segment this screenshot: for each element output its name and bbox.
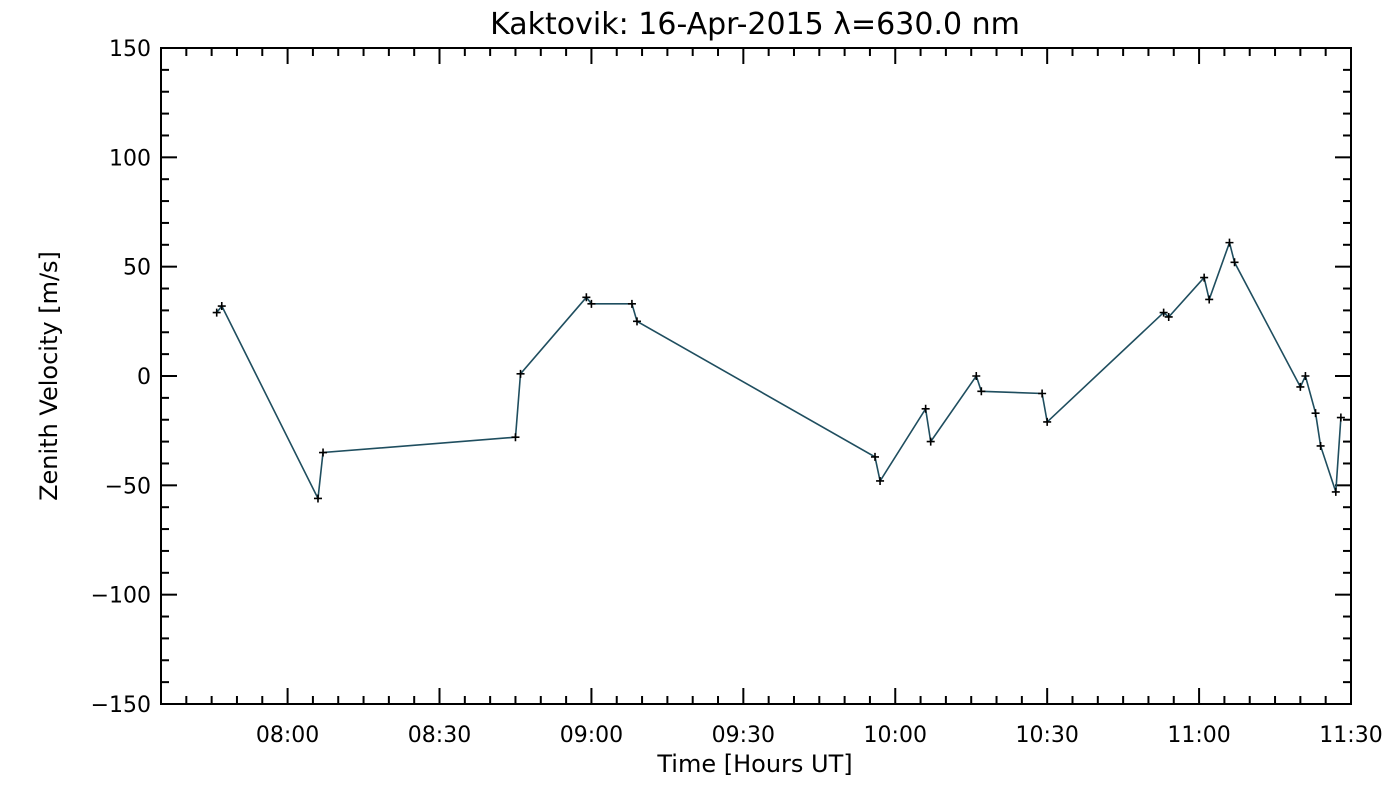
data-point — [633, 317, 641, 326]
series-line — [216, 239, 1342, 502]
x-tick-label: 08:30 — [408, 723, 471, 748]
data-point — [921, 404, 930, 413]
y-tick-label: 0 — [137, 365, 151, 390]
data-point — [1205, 295, 1214, 304]
data-point — [511, 433, 520, 442]
x-tick-label: 09:30 — [712, 723, 775, 748]
data-point — [972, 372, 981, 380]
y-axis-label: Zenith Velocity [m/s] — [35, 251, 63, 501]
data-point — [313, 494, 322, 503]
x-tick-label: 08:00 — [256, 723, 319, 748]
data-point — [627, 299, 636, 308]
data-point — [582, 293, 591, 302]
data-point — [926, 437, 935, 446]
data-point — [1311, 409, 1320, 418]
tick-labels: 08:00 08:30 09:00 09:30 10:00 10:30 11:00 11:30… — [91, 37, 1383, 748]
axis-ticks — [160, 47, 1352, 705]
x-tick-label: 11:30 — [1319, 723, 1382, 748]
y-tick-label: −100 — [91, 584, 151, 609]
y-tick-label: −150 — [91, 693, 151, 718]
data-point — [876, 476, 885, 485]
y-tick-label: 150 — [109, 37, 151, 62]
data-point — [319, 448, 328, 457]
x-tick-label: 11:00 — [1167, 723, 1230, 748]
data-point — [1038, 389, 1047, 398]
data-point — [1296, 382, 1305, 391]
data-point — [212, 308, 221, 317]
data-point — [516, 369, 525, 378]
data-point — [1331, 487, 1340, 496]
x-tick-label: 10:00 — [864, 723, 927, 748]
x-axis-label: Time [Hours UT] — [656, 750, 852, 778]
y-tick-label: 100 — [109, 146, 151, 171]
plot-frame — [160, 47, 1352, 705]
data-point — [1316, 441, 1325, 450]
data-point — [587, 299, 596, 308]
data-point — [1230, 258, 1239, 267]
data-markers — [212, 238, 1345, 503]
data-point — [1225, 238, 1234, 247]
data-point — [871, 452, 879, 461]
y-tick-label: −50 — [105, 474, 151, 499]
x-tick-label: 09:00 — [560, 723, 623, 748]
data-point — [1200, 273, 1209, 282]
x-tick-label: 10:30 — [1015, 723, 1078, 748]
data-point — [217, 302, 226, 311]
data-point — [1043, 417, 1052, 426]
chart-title: Kaktovik: 16-Apr-2015 λ=630.0 nm — [490, 7, 1020, 42]
y-tick-label: 50 — [123, 256, 151, 281]
data-point — [1159, 308, 1168, 317]
data-point — [1336, 413, 1345, 422]
data-point — [1164, 312, 1173, 321]
data-point — [1301, 372, 1310, 380]
data-point — [977, 387, 986, 396]
